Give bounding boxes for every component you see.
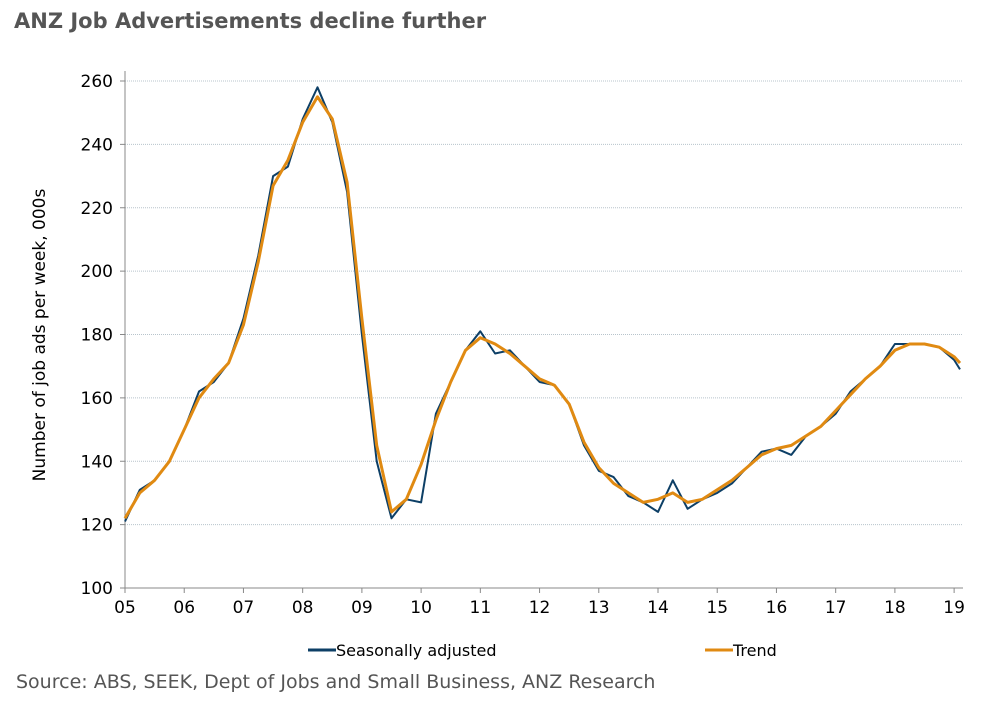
x-tick-label: 19 [943, 598, 965, 618]
y-axis-label: Number of job ads per week, 000s [30, 189, 50, 482]
x-tick-label: 08 [292, 598, 314, 618]
x-tick-label: 09 [351, 598, 373, 618]
legend-label: Trend [732, 641, 777, 660]
series-line [123, 95, 962, 520]
x-tick-label: 15 [706, 598, 728, 618]
x-tick-label: 06 [173, 598, 195, 618]
x-tick-label: 11 [470, 598, 492, 618]
x-tick-label: 07 [233, 598, 255, 618]
y-tick-label: 100 [81, 579, 113, 599]
x-tick-label: 13 [588, 598, 610, 618]
y-tick-label: 240 [81, 135, 113, 155]
x-tick-label: 17 [825, 598, 847, 618]
y-tick-label: 200 [81, 262, 113, 282]
x-tick-label: 16 [766, 598, 788, 618]
chart-title: ANZ Job Advertisements decline further [14, 9, 487, 33]
y-tick-label: 180 [81, 326, 113, 346]
y-tick-label: 260 [81, 72, 113, 92]
y-tick-label: 120 [81, 516, 113, 536]
x-tick-label: 05 [114, 598, 136, 618]
series-line [124, 86, 961, 522]
source-note: Source: ABS, SEEK, Dept of Jobs and Smal… [16, 671, 655, 693]
y-tick-label: 220 [81, 199, 113, 219]
y-tick-label: 160 [81, 389, 113, 409]
x-tick-label: 10 [410, 598, 432, 618]
x-tick-label: 18 [884, 598, 906, 618]
legend-label: Seasonally adjusted [336, 641, 496, 660]
x-tick-label: 14 [647, 598, 669, 618]
x-tick-label: 12 [529, 598, 551, 618]
y-tick-label: 140 [81, 452, 113, 472]
